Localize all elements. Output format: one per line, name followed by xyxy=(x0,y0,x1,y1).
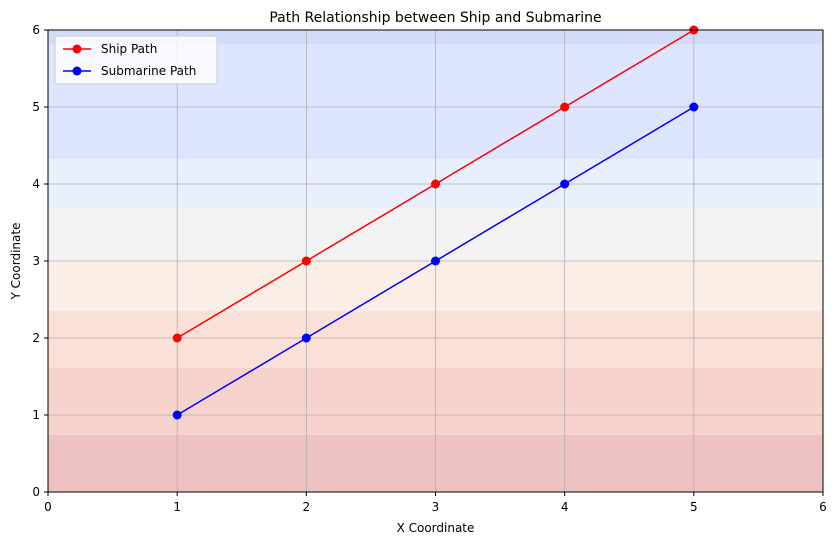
data-point xyxy=(431,179,440,189)
x-tick-label: 4 xyxy=(561,500,569,514)
data-point xyxy=(689,102,699,112)
y-tick-label: 0 xyxy=(32,485,40,499)
x-tick-label: 5 xyxy=(690,500,698,514)
x-tick-label: 6 xyxy=(819,500,827,514)
y-tick-label: 3 xyxy=(32,254,40,268)
data-point xyxy=(560,179,570,189)
y-tick-label: 5 xyxy=(32,100,40,114)
x-tick-label: 2 xyxy=(303,500,311,514)
legend-item: Submarine Path xyxy=(63,64,196,78)
data-point xyxy=(301,333,311,343)
legend-box xyxy=(54,35,218,85)
legend-marker xyxy=(72,66,82,76)
legend-item: Ship Path xyxy=(63,42,157,56)
data-point xyxy=(301,256,311,266)
series-group xyxy=(172,25,699,343)
x-tick-label: 0 xyxy=(44,500,52,514)
axis-ticks: 0 1 2 3 4 5 6 0 1 2 3 4 5 6 xyxy=(32,23,826,514)
series-layer xyxy=(172,25,699,420)
legend-marker xyxy=(72,44,82,54)
legend: Ship Path Submarine Path xyxy=(54,35,218,85)
x-tick-label: 3 xyxy=(432,500,440,514)
series-group xyxy=(172,102,699,420)
y-axis-label: Y Coordinate xyxy=(9,223,23,301)
chart-title: Path Relationship between Ship and Subma… xyxy=(269,10,601,26)
data-point xyxy=(431,256,440,266)
x-tick-label: 1 xyxy=(173,500,181,514)
y-tick-label: 2 xyxy=(32,331,40,345)
data-point xyxy=(172,410,182,420)
y-tick-label: 6 xyxy=(32,23,40,37)
y-tick-label: 4 xyxy=(32,177,40,191)
legend-label: Ship Path xyxy=(101,42,157,56)
y-tick-label: 1 xyxy=(32,408,40,422)
data-point xyxy=(172,333,182,343)
x-axis-label: X Coordinate xyxy=(397,521,475,535)
legend-label: Submarine Path xyxy=(101,64,196,78)
data-point xyxy=(560,102,570,112)
